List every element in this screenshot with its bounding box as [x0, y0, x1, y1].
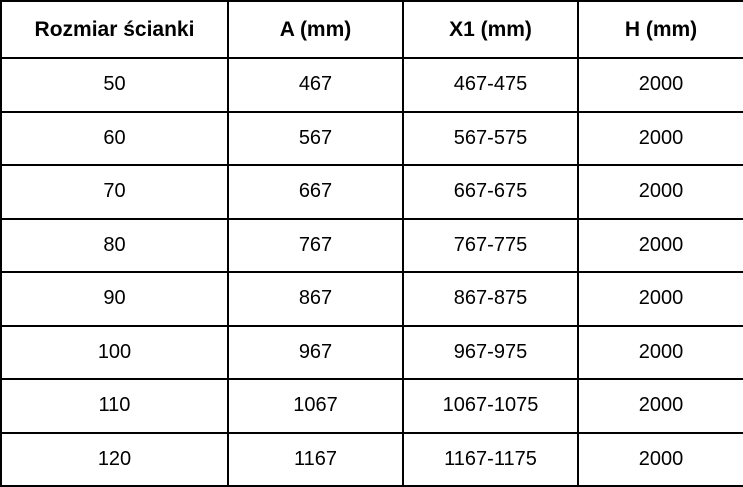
header-row: Rozmiar ścianki A (mm) X1 (mm) H (mm) — [0, 0, 743, 59]
table-cell: 667 — [227, 164, 404, 220]
table-cell: 80 — [0, 217, 229, 273]
table-cell: 120 — [0, 431, 229, 487]
column-header-h: H (mm) — [577, 0, 743, 59]
table-cell: 50 — [0, 57, 229, 113]
column-header-x1: X1 (mm) — [402, 0, 579, 59]
table-cell: 467 — [227, 57, 404, 113]
table-cell: 767-775 — [402, 217, 579, 273]
table-row: 90 867 867-875 2000 — [0, 271, 743, 327]
table-row: 100 967 967-975 2000 — [0, 324, 743, 380]
table-cell: 2000 — [577, 324, 743, 380]
table-cell: 667-675 — [402, 164, 579, 220]
column-header-rozmiar: Rozmiar ścianki — [0, 0, 229, 59]
table-cell: 567 — [227, 110, 404, 166]
table-cell: 967-975 — [402, 324, 579, 380]
table-cell: 2000 — [577, 164, 743, 220]
table-cell: 2000 — [577, 378, 743, 434]
table-cell: 1167 — [227, 431, 404, 487]
table-cell: 2000 — [577, 217, 743, 273]
table-cell: 1067-1075 — [402, 378, 579, 434]
table-row: 60 567 567-575 2000 — [0, 110, 743, 166]
table-cell: 2000 — [577, 57, 743, 113]
table-row: 70 667 667-675 2000 — [0, 164, 743, 220]
table-cell: 100 — [0, 324, 229, 380]
table-cell: 867-875 — [402, 271, 579, 327]
table-cell: 2000 — [577, 271, 743, 327]
table-cell: 60 — [0, 110, 229, 166]
table-cell: 467-475 — [402, 57, 579, 113]
table-row: 120 1167 1167-1175 2000 — [0, 431, 743, 487]
table-cell: 110 — [0, 378, 229, 434]
column-header-a: A (mm) — [227, 0, 404, 59]
table-cell: 767 — [227, 217, 404, 273]
table-cell: 2000 — [577, 110, 743, 166]
table-cell: 567-575 — [402, 110, 579, 166]
table-row: 50 467 467-475 2000 — [0, 57, 743, 113]
table-cell: 90 — [0, 271, 229, 327]
table-cell: 1167-1175 — [402, 431, 579, 487]
table-cell: 70 — [0, 164, 229, 220]
table-cell: 1067 — [227, 378, 404, 434]
table-row: 80 767 767-775 2000 — [0, 217, 743, 273]
table-cell: 2000 — [577, 431, 743, 487]
table-cell: 967 — [227, 324, 404, 380]
table-cell: 867 — [227, 271, 404, 327]
table-row: 110 1067 1067-1075 2000 — [0, 378, 743, 434]
